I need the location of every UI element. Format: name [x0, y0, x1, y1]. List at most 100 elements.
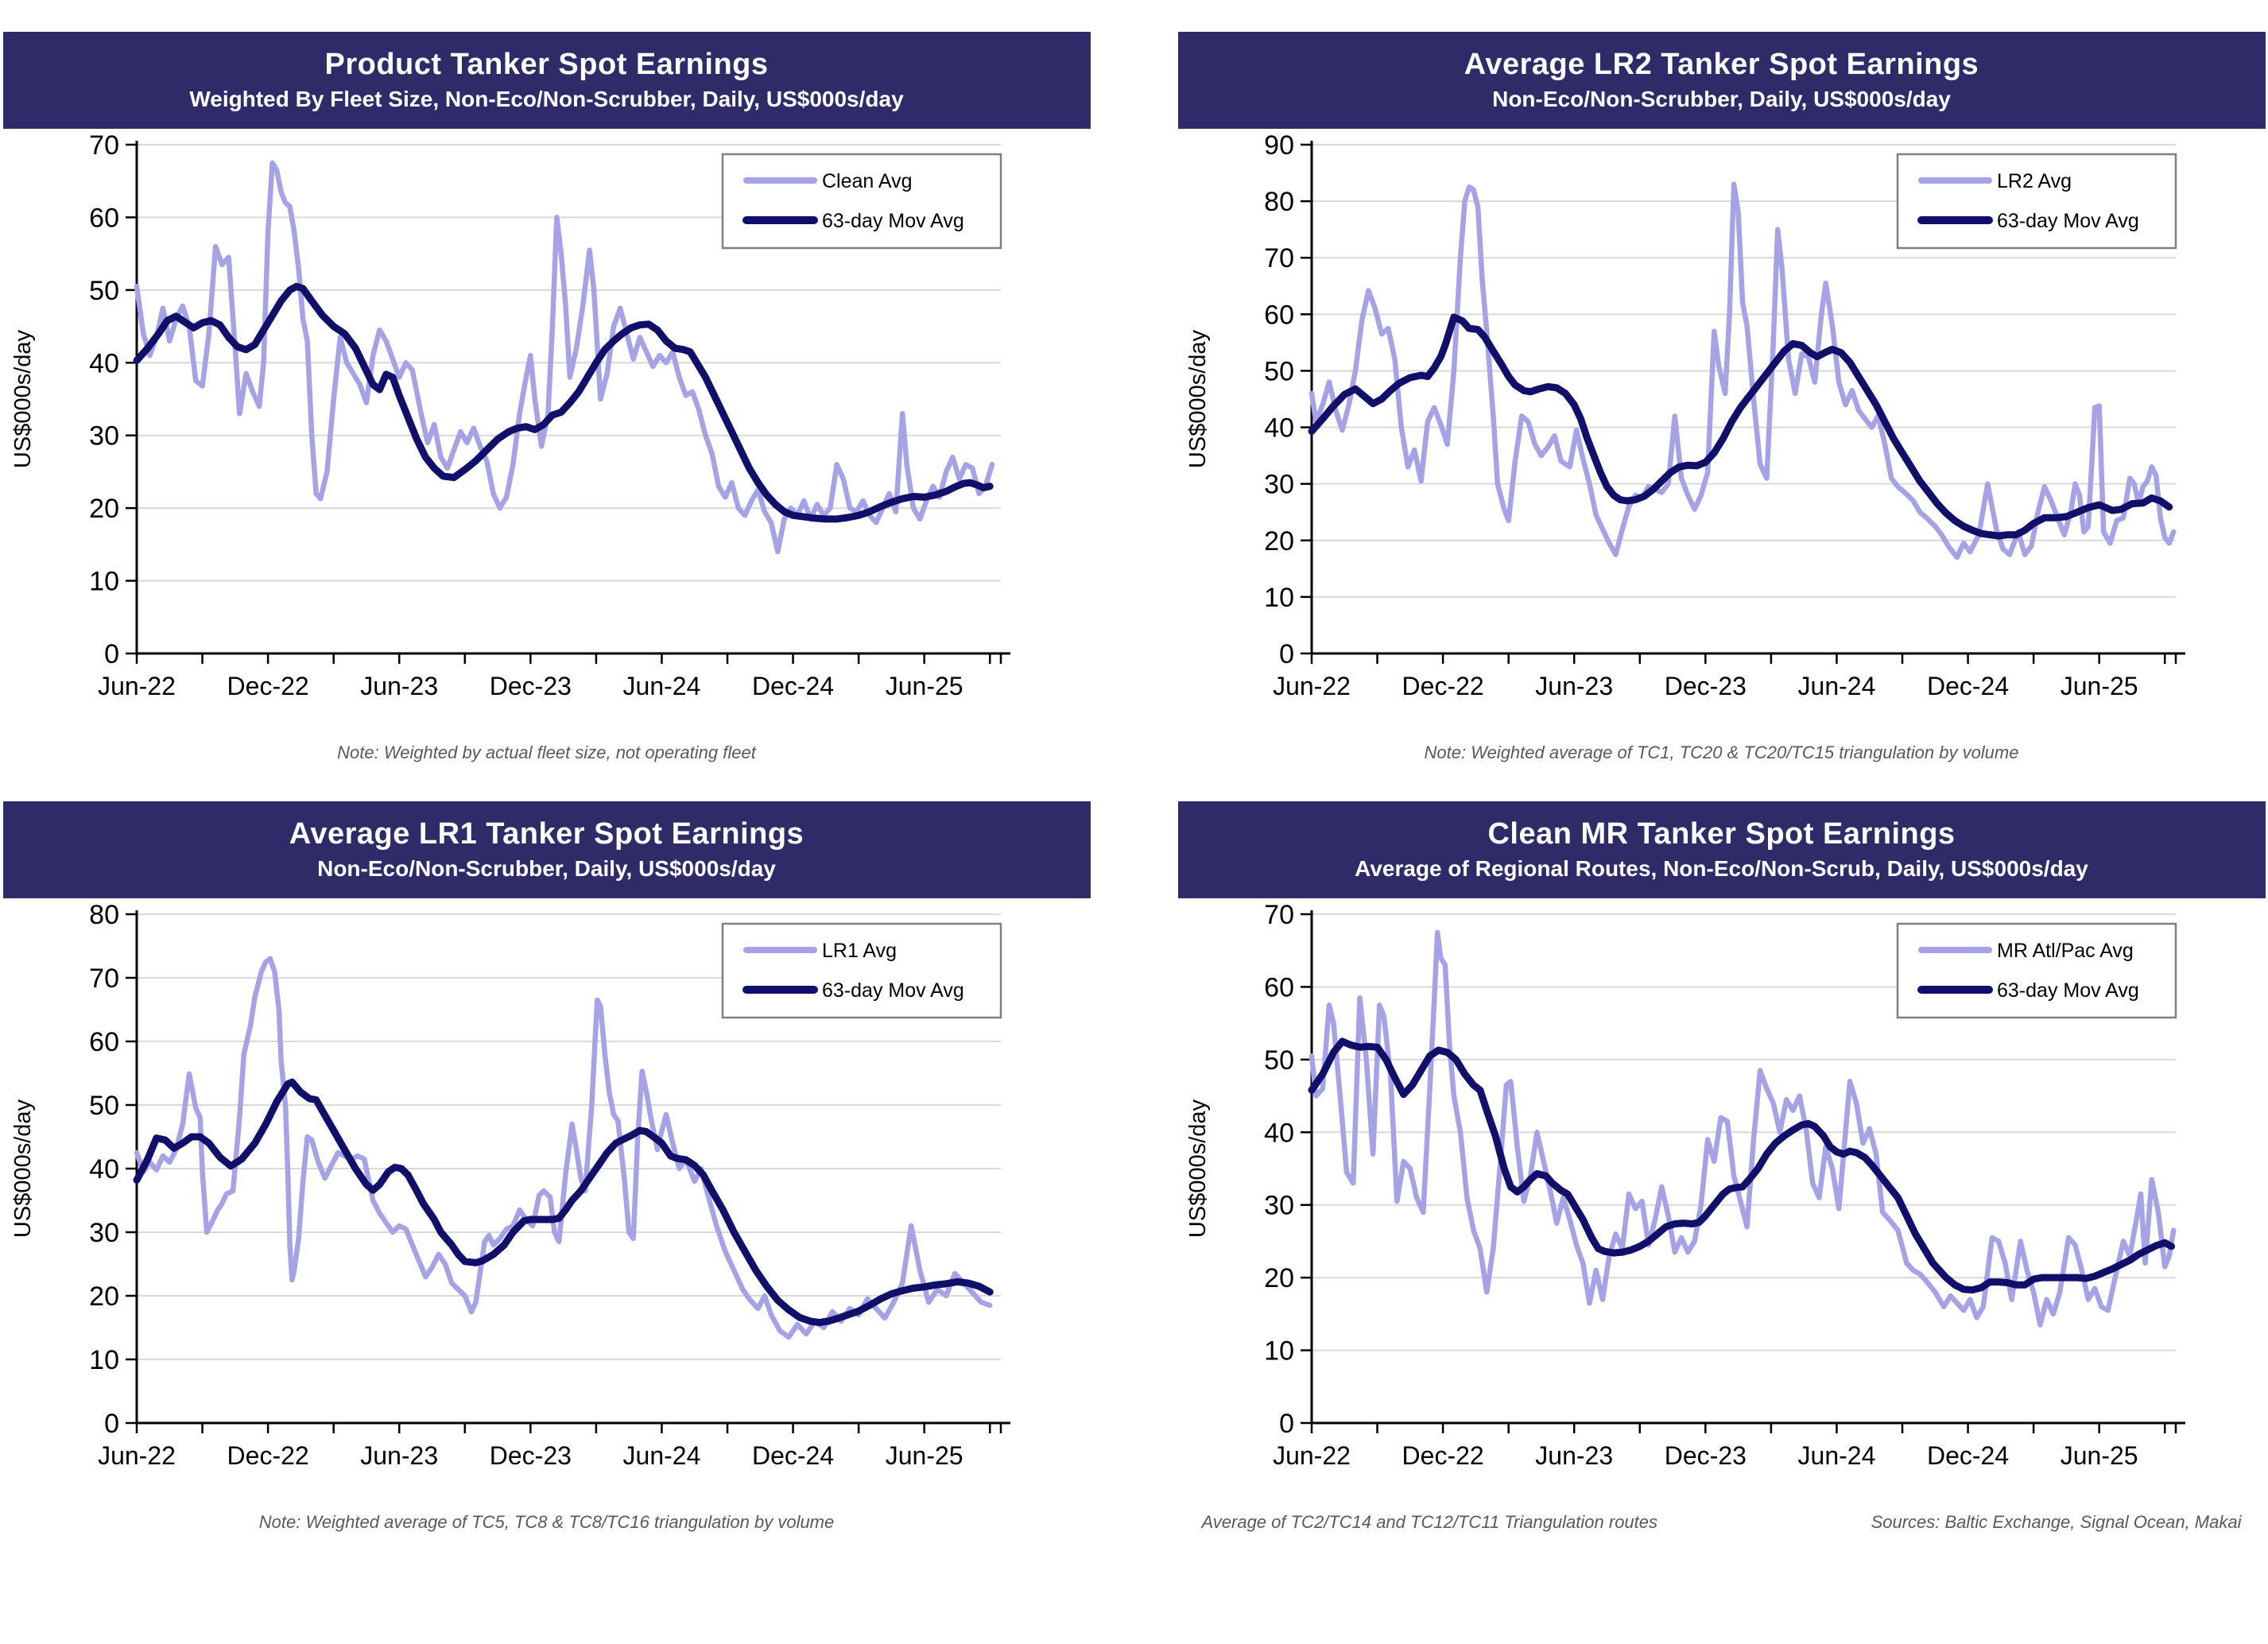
lr2-chart-canvas: 0 10 20 30 40 50 60 70 80 90 Jun-22 Dec-22 Jun-23 Dec…: [1185, 130, 2185, 700]
y-tick-label: 50: [89, 1091, 119, 1121]
chart-title: Clean MR Tanker Spot Earnings: [1487, 817, 1956, 851]
y-tick-label: 80: [89, 900, 119, 930]
y-tick-label: 10: [89, 567, 119, 597]
y-tick-label: 20: [1264, 1263, 1294, 1293]
chart-header: Average LR1 Tanker Spot Earnings Non-Eco…: [2, 801, 1091, 898]
daily-series-line: [1308, 929, 2176, 1328]
y-tick-label: 60: [1264, 300, 1294, 330]
chart-title: Product Tanker Spot Earnings: [324, 48, 769, 81]
chart-title: Average LR1 Tanker Spot Earnings: [289, 817, 804, 851]
x-tick-label: Jun-24: [622, 672, 700, 700]
chart-sources: Sources: Baltic Exchange, Signal Ocean, …: [1871, 1512, 2242, 1532]
x-tick-label: Dec-23: [1664, 1441, 1746, 1470]
y-tick-label: 50: [1264, 356, 1294, 386]
x-tick-label: Dec-22: [1402, 672, 1483, 700]
x-tick-label: Jun-25: [2060, 1441, 2138, 1470]
y-tick-label: 40: [1264, 413, 1294, 444]
y-tick-label: 80: [1264, 187, 1294, 217]
mr-chart-canvas: 0 10 20 30 40 50 60 70 Jun-22 Dec-22 Jun-23 Dec-23 J…: [1185, 900, 2185, 1470]
chart-panel-lr1: Average LR1 Tanker Spot Earnings Non-Eco…: [2, 801, 1091, 1533]
x-tick-label: Jun-25: [2060, 672, 2138, 700]
x-tick-label: Jun-23: [360, 672, 438, 700]
x-tick-label: Jun-23: [1535, 1441, 1613, 1470]
y-tick-label: 70: [1264, 900, 1294, 930]
x-tick-label: Jun-23: [1535, 672, 1613, 700]
y-tick-label: 60: [89, 1027, 119, 1057]
legend-label: LR1 Avg: [822, 940, 897, 962]
chart-subtitle: Non-Eco/Non-Scrubber, Daily, US$000s/day: [317, 856, 776, 881]
x-tick-label: Dec-24: [1926, 1441, 2008, 1470]
y-tick-label: 10: [89, 1345, 119, 1375]
legend-label: 63-day Mov Avg: [1997, 979, 2139, 1002]
daily-series-line: [134, 160, 994, 555]
chart-area: 0 10 20 30 40 50 60 70 80 Jun-22 Dec-22 Jun-23 Dec-2…: [3, 898, 1091, 1510]
y-axis-title: US$000s/day: [10, 329, 36, 468]
chart-header: Product Tanker Spot Earnings Weighted By…: [2, 32, 1091, 129]
chart-panel-product-tanker: Product Tanker Spot Earnings Weighted By…: [2, 32, 1091, 763]
chart-note-row: Note: Weighted average of TC1, TC20 & TC…: [1178, 743, 2266, 763]
chart-title: Average LR2 Tanker Spot Earnings: [1464, 48, 1979, 81]
y-axis-title: US$000s/day: [10, 1099, 36, 1238]
legend-label: 63-day Mov Avg: [1997, 210, 2139, 232]
chart-header: Clean MR Tanker Spot Earnings Average of…: [1177, 801, 2266, 898]
legend-label: Clean Avg: [822, 170, 913, 192]
chart-area: 0 10 20 30 40 50 60 70 80 90 Jun-22 Dec-22 Jun-23 Dec…: [1178, 129, 2266, 741]
x-tick-label: Dec-24: [751, 1441, 833, 1470]
x-tick-label: Dec-23: [489, 672, 571, 700]
x-tick-label: Dec-23: [1664, 672, 1746, 700]
y-tick-label: 70: [1264, 243, 1294, 273]
charts-grid: Product Tanker Spot Earnings Weighted By…: [2, 32, 2266, 1533]
chart-header: Average LR2 Tanker Spot Earnings Non-Eco…: [1177, 32, 2266, 129]
legend-label: 63-day Mov Avg: [822, 210, 964, 232]
moving-average-series-line: [1308, 1037, 2175, 1294]
chart-area: 0 10 20 30 40 50 60 70 Jun-22 Dec-22 Jun-23 Dec-23 J…: [3, 129, 1091, 741]
y-tick-label: 70: [89, 964, 119, 994]
x-tick-label: Jun-25: [885, 672, 963, 700]
y-tick-label: 10: [1264, 583, 1294, 613]
moving-average-series-line: [133, 282, 994, 523]
y-tick-label: 20: [89, 494, 119, 524]
chart-panel-lr2: Average LR2 Tanker Spot Earnings Non-Eco…: [1177, 32, 2266, 763]
x-tick-label: Dec-24: [1926, 672, 2008, 700]
daily-series-line: [134, 956, 992, 1340]
chart-note-row: Note: Weighted by actual fleet size, not…: [3, 743, 1091, 763]
y-tick-label: 20: [89, 1281, 119, 1312]
x-tick-label: Jun-24: [1797, 672, 1875, 700]
chart-subtitle: Non-Eco/Non-Scrubber, Daily, US$000s/day: [1492, 87, 1951, 111]
x-tick-label: Jun-22: [1273, 1441, 1351, 1470]
x-tick-label: Dec-22: [227, 672, 308, 700]
y-tick-label: 0: [104, 1409, 119, 1439]
chart-subtitle: Average of Regional Routes, Non-Eco/Non-…: [1355, 856, 2088, 881]
chart-note-row: Note: Weighted average of TC5, TC8 & TC8…: [3, 1512, 1091, 1533]
y-tick-label: 30: [89, 1218, 119, 1248]
x-tick-label: Dec-23: [489, 1441, 571, 1470]
y-tick-label: 0: [1279, 639, 1294, 669]
legend-box: [721, 922, 1002, 1019]
x-tick-label: Jun-22: [98, 1441, 176, 1470]
y-tick-label: 30: [89, 421, 119, 452]
y-tick-label: 90: [1264, 130, 1294, 161]
chart-note: Note: Weighted average of TC1, TC20 & TC…: [1424, 743, 2019, 762]
y-tick-label: 50: [89, 276, 119, 306]
x-tick-label: Dec-22: [227, 1441, 308, 1470]
x-tick-label: Jun-24: [622, 1441, 700, 1470]
moving-average-series-line: [1308, 313, 2173, 540]
x-tick-label: Jun-23: [360, 1441, 438, 1470]
lr1-chart-canvas: 0 10 20 30 40 50 60 70 80 Jun-22 Dec-22 Jun-23 Dec-2…: [10, 900, 1010, 1470]
legend-box: [1896, 153, 2177, 250]
y-tick-label: 70: [89, 130, 119, 161]
y-tick-label: 40: [89, 1154, 119, 1185]
y-tick-label: 50: [1264, 1045, 1294, 1076]
y-tick-label: 0: [104, 639, 119, 669]
x-tick-label: Jun-25: [885, 1441, 963, 1470]
moving-average-series-line: [133, 1078, 994, 1327]
x-tick-label: Jun-22: [98, 672, 176, 700]
chart-note: Note: Weighted average of TC5, TC8 & TC8…: [258, 1512, 835, 1532]
y-axis-title: US$000s/day: [1185, 1099, 1211, 1238]
legend-label: 63-day Mov Avg: [822, 979, 964, 1002]
chart-note: Note: Weighted by actual fleet size, not…: [337, 743, 756, 762]
x-tick-label: Dec-22: [1402, 1441, 1483, 1470]
chart-subtitle: Weighted By Fleet Size, Non-Eco/Non-Scru…: [189, 87, 904, 111]
y-axis-title: US$000s/day: [1185, 329, 1211, 468]
